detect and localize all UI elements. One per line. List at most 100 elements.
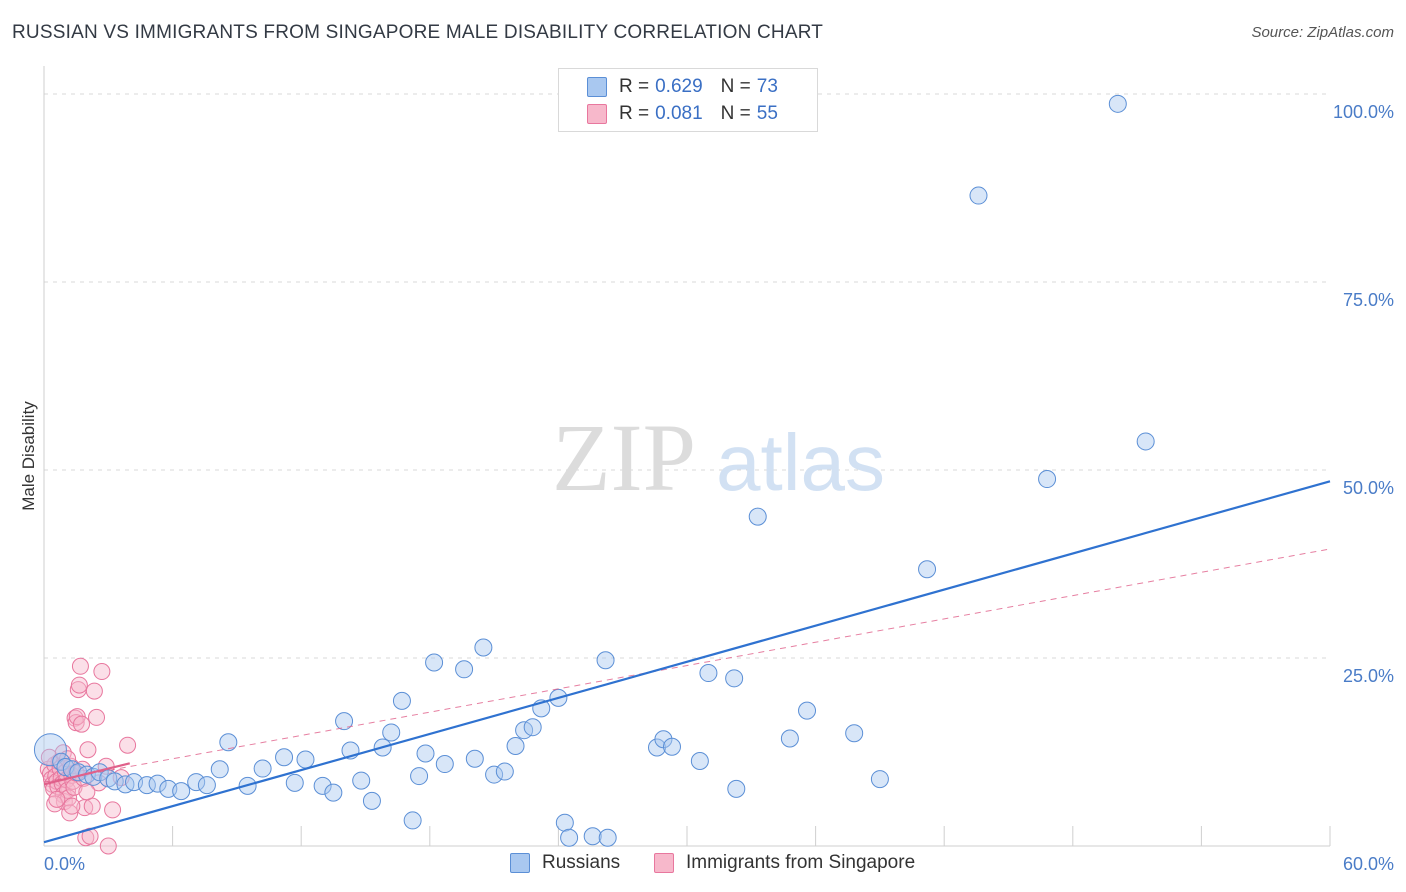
singapore-trend-dashed xyxy=(43,548,1331,783)
singapore-point xyxy=(99,837,117,855)
russian-point xyxy=(1108,94,1127,113)
russian-points xyxy=(33,94,1155,847)
russian-point xyxy=(798,701,817,720)
russian-point xyxy=(1038,470,1057,489)
singapore-point xyxy=(78,783,96,801)
russian-point xyxy=(727,779,746,798)
russian-point xyxy=(690,752,709,771)
legend-r-value: 0.081 xyxy=(655,103,703,124)
russian-point xyxy=(253,759,272,778)
russian-point xyxy=(148,774,167,793)
singapore-point xyxy=(83,797,101,815)
russian-point xyxy=(495,762,514,781)
singapore-point xyxy=(104,801,122,819)
legend-n-label: N = xyxy=(720,103,751,124)
watermark-atlas: atlas xyxy=(716,418,885,507)
russian-point xyxy=(296,750,315,769)
singapore-point xyxy=(61,804,79,822)
axes xyxy=(43,66,1331,847)
russian-point xyxy=(285,773,304,792)
russian-point xyxy=(725,669,744,688)
russian-point xyxy=(455,660,474,679)
russian-point xyxy=(1136,432,1155,451)
russian-point xyxy=(969,186,988,205)
russian-point xyxy=(435,755,454,774)
russian-point xyxy=(425,653,444,672)
bottom-legend-label: Russians xyxy=(542,852,621,873)
legend-r-value: 0.629 xyxy=(655,76,703,97)
singapore-point xyxy=(73,715,91,733)
singapore-point xyxy=(93,663,111,681)
singapore-points xyxy=(39,657,137,855)
singapore-point xyxy=(48,790,66,808)
y-axis-label: Male Disability xyxy=(19,401,38,511)
bottom-legend-russians: Russians xyxy=(510,852,620,874)
singapore-point xyxy=(85,682,103,700)
legend-row-russians: R = 0.629 N = 73 xyxy=(587,75,778,99)
russian-point xyxy=(506,736,525,755)
x-tick-label: 0.0% xyxy=(44,854,85,874)
legend-swatch-russians xyxy=(587,77,607,97)
trend-lines xyxy=(43,480,1331,844)
bottom-swatch-singapore xyxy=(654,853,674,873)
russian-point xyxy=(313,776,332,795)
singapore-point xyxy=(88,708,106,726)
russian-point xyxy=(918,560,937,579)
russian-point xyxy=(382,723,401,742)
legend-r-label: R = xyxy=(619,76,650,97)
russian-point xyxy=(780,729,799,748)
axis-labels: 100.0% 75.0% 50.0% 25.0% 0.0% 60.0% Male Disab… xyxy=(19,102,1394,874)
russian-point xyxy=(219,733,238,752)
russian-point xyxy=(474,638,493,657)
russian-point xyxy=(465,749,484,768)
bottom-swatch-russians xyxy=(510,853,530,873)
russian-point xyxy=(748,507,767,526)
x-tick-label: 60.0% xyxy=(1343,854,1394,874)
russian-point xyxy=(275,748,294,767)
russian-point xyxy=(583,827,602,846)
bottom-legend-label: Immigrants from Singapore xyxy=(686,852,916,873)
singapore-point xyxy=(63,797,81,815)
legend-r-label: R = xyxy=(619,103,650,124)
singapore-trend-line xyxy=(43,762,130,786)
y-tick-label: 100.0% xyxy=(1333,102,1394,122)
chart-title: RUSSIAN VS IMMIGRANTS FROM SINGAPORE MAL… xyxy=(12,22,824,43)
source-credit: Source: ZipAtlas.com xyxy=(1251,24,1394,41)
y-tick-label: 50.0% xyxy=(1343,478,1394,498)
legend-n-value: 73 xyxy=(756,76,778,97)
russian-point xyxy=(485,765,504,784)
russian-point xyxy=(403,811,422,830)
singapore-point xyxy=(46,795,64,813)
russian-point xyxy=(352,771,371,790)
russian-point xyxy=(210,760,229,779)
russian-point xyxy=(33,733,67,767)
legend-swatch-singapore xyxy=(587,104,607,124)
watermark-zip: ZIP xyxy=(552,404,696,511)
russian-point xyxy=(172,782,191,801)
gridlines xyxy=(44,93,1330,659)
singapore-point xyxy=(54,744,72,762)
legend-row-singapore: R = 0.081 N = 55 xyxy=(587,102,778,126)
russian-point xyxy=(416,744,435,763)
russian-point xyxy=(410,767,429,786)
russian-point xyxy=(596,651,615,670)
russians-trend-line xyxy=(43,480,1331,844)
russian-point xyxy=(335,712,354,731)
legend-n-label: N = xyxy=(720,76,751,97)
russian-point xyxy=(662,737,681,756)
russian-point xyxy=(555,813,574,832)
russian-point xyxy=(560,828,579,847)
russian-point xyxy=(392,691,411,710)
russian-point xyxy=(362,791,381,810)
russian-point xyxy=(699,664,718,683)
singapore-point xyxy=(79,741,97,759)
y-tick-label: 25.0% xyxy=(1343,666,1394,686)
singapore-point xyxy=(119,736,137,754)
russian-point xyxy=(324,783,343,802)
legend-box: R = 0.629 N = 73 R = 0.081 N = 55 xyxy=(558,68,818,132)
bottom-legend-singapore: Immigrants from Singapore xyxy=(654,852,915,874)
y-tick-label: 75.0% xyxy=(1343,290,1394,310)
russian-point xyxy=(187,773,206,792)
legend-n-value: 55 xyxy=(756,103,778,124)
